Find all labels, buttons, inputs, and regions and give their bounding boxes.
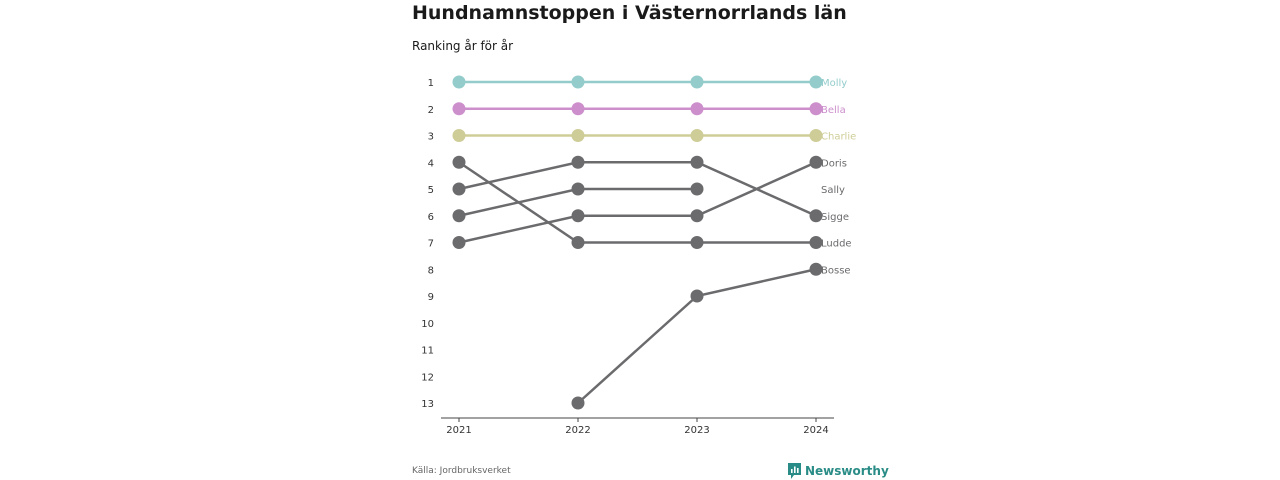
data-point-bosse [690,289,704,303]
data-point-molly [452,75,466,89]
data-point-bosse [571,396,585,410]
data-point-charlie [690,129,704,142]
data-point-sigge [452,182,466,196]
series-label-bella: Bella [821,105,846,116]
y-tick-label: 7 [428,239,434,250]
data-point-doris [809,155,823,169]
y-tick-label: 13 [421,399,434,410]
data-point-molly [571,75,585,89]
series-label-ludde: Ludde [821,239,852,250]
data-point-ludde [571,236,585,249]
x-tick-label: 2021 [446,425,471,436]
y-tick-label: 10 [421,319,434,330]
series-label-charlie: Charlie [821,132,856,143]
data-point-doris [690,209,704,223]
y-tick-label: 11 [421,346,434,357]
chart-subtitle: Ranking år för år [412,39,514,53]
data-point-sigge [690,155,704,169]
series-line-sigge [458,161,817,217]
series-label-molly: Molly [821,78,847,89]
data-point-bella [690,102,704,116]
data-point-doris [452,236,466,249]
newsworthy-logo[interactable]: Newsworthy [788,463,889,479]
brand-name: Newsworthy [805,464,889,478]
series-line-bosse [577,268,817,404]
x-tick-label: 2024 [803,425,828,436]
data-point-bosse [809,262,823,276]
y-tick-label: 1 [428,78,434,89]
series-label-doris: Doris [821,158,847,169]
y-tick-label: 2 [428,105,434,116]
series-label-sigge: Sigge [821,212,849,223]
data-point-unnamed [690,182,704,196]
data-point-ludde [809,236,823,249]
data-point-ludde [452,155,466,169]
y-tick-label: 5 [428,185,434,196]
data-point-bella [809,102,823,116]
y-tick-label: 4 [428,158,434,169]
data-point-ludde [690,236,704,249]
source-note: Källa: Jordbruksverket [412,466,511,476]
data-point-charlie [452,129,466,142]
data-point-unnamed [571,182,585,196]
series-label-sally: Sally [821,185,845,196]
data-point-bella [571,102,585,116]
x-tick-label: 2023 [684,425,709,436]
y-tick-label: 9 [428,292,434,303]
data-point-unnamed [452,209,466,223]
y-tick-label: 6 [428,212,434,223]
data-point-sigge [809,209,823,223]
chart-title: Hundnamnstoppen i Västernorrlands län [412,2,847,24]
data-point-charlie [571,129,585,142]
data-point-charlie [809,129,823,142]
data-point-sigge [571,155,585,169]
series-line-doris [458,161,817,244]
data-point-doris [571,209,585,223]
y-tick-label: 3 [428,132,434,143]
x-tick-label: 2022 [565,425,590,436]
y-tick-label: 12 [421,372,434,383]
series-label-bosse: Bosse [821,265,851,276]
data-point-molly [809,75,823,89]
newsworthy-icon [788,463,801,479]
data-point-molly [690,75,704,89]
y-tick-label: 8 [428,265,434,276]
data-point-bella [452,102,466,116]
